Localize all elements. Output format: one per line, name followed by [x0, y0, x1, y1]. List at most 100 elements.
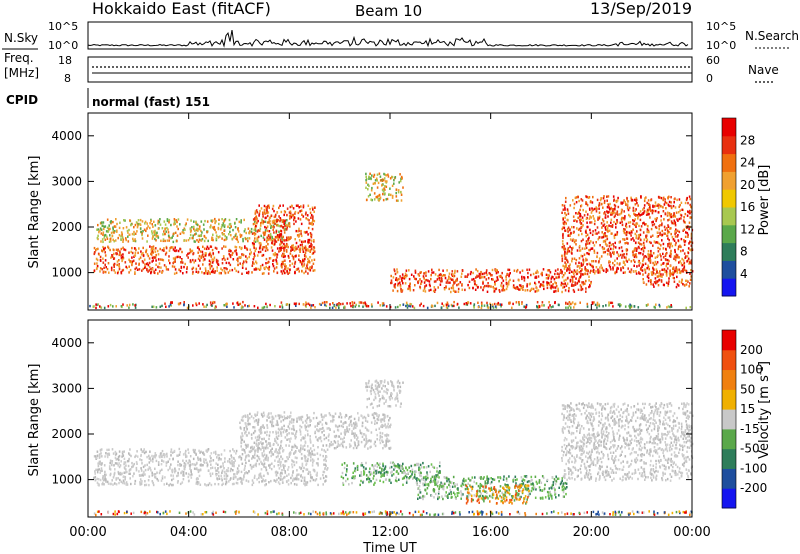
power-scatter-cell	[564, 250, 566, 253]
power-scatter-cell	[175, 249, 178, 252]
power-scatter-cell	[105, 266, 107, 269]
power-scatter-cell	[351, 301, 354, 304]
power-scatter-cell	[609, 251, 611, 255]
velocity-scatter-cell	[171, 470, 174, 474]
power-scatter-cell	[490, 285, 492, 288]
velocity-scatter-cell	[225, 477, 228, 481]
power-scatter-cell	[274, 213, 277, 217]
power-scatter-cell	[173, 249, 176, 252]
power-scatter-cell	[240, 306, 243, 310]
power-scatter-cell	[661, 229, 664, 233]
velocity-scatter-cell	[200, 513, 203, 516]
power-scatter-cell	[185, 271, 188, 274]
velocity-scatter-cell	[98, 510, 100, 513]
power-scatter-cell	[185, 222, 187, 225]
power-scatter-cell	[104, 270, 107, 274]
velocity-scatter-cell	[183, 474, 185, 477]
power-scatter-cell	[156, 249, 159, 253]
power-scatter-cell	[297, 211, 300, 215]
power-scatter-cell	[568, 233, 570, 237]
velocity-scatter-cell	[245, 454, 247, 458]
velocity-scatter-cell	[192, 448, 195, 452]
velocity-scatter-cell	[254, 451, 256, 454]
velocity-scatter-cell	[343, 512, 345, 516]
power-scatter-cell	[169, 261, 171, 265]
power-scatter-cell	[598, 207, 600, 210]
velocity-scatter-cell	[252, 447, 254, 451]
power-scatter-cell	[321, 301, 324, 305]
power-scatter-cell	[352, 305, 354, 309]
velocity-scatter-cell	[471, 510, 474, 514]
power-scatter-cell	[186, 254, 188, 257]
power-scatter-cell	[645, 213, 648, 216]
power-scatter-cell	[359, 301, 362, 304]
power-scatter-cell	[686, 260, 688, 263]
power-scatter-cell	[464, 275, 467, 278]
power-scatter-cell	[129, 260, 131, 263]
power-scatter-cell	[668, 277, 670, 280]
velocity-scatter-cell	[612, 513, 614, 516]
power-scatter-cell	[469, 272, 472, 276]
velocity-scatter-cell	[128, 472, 130, 475]
power-scatter-cell	[307, 226, 310, 230]
velocity-scatter-cell	[157, 479, 160, 482]
power-scatter-cell	[676, 268, 679, 271]
power-scatter-cell	[164, 302, 166, 305]
velocity-scatter-cell	[124, 475, 127, 479]
power-scatter-cell	[503, 288, 506, 292]
velocity-scatter-cell	[268, 481, 270, 484]
power-scatter-cell	[636, 214, 639, 217]
power-scatter-cell	[577, 228, 580, 231]
velocity-scatter-cell	[106, 448, 108, 452]
power-scatter-cell	[592, 195, 594, 199]
velocity-scatter-cell	[307, 449, 309, 452]
power-scatter-cell	[689, 197, 692, 201]
power-scatter-cell	[272, 228, 274, 231]
power-scatter-cell	[274, 251, 276, 255]
power-scatter-cell	[243, 218, 245, 222]
velocity-scatter-cell	[97, 478, 100, 481]
power-scatter-cell	[655, 280, 657, 283]
power-scatter-cell	[177, 227, 179, 231]
velocity-scatter-cell	[229, 478, 231, 481]
power-scatter-cell	[302, 303, 305, 306]
power-scatter-cell	[198, 238, 201, 241]
power-scatter-cell	[635, 234, 638, 237]
power-scatter-cell	[598, 236, 601, 239]
power-scatter-cell	[108, 228, 110, 231]
power-scatter-cell	[491, 274, 493, 277]
power-scatter-cell	[666, 229, 669, 232]
power-scatter-cell	[587, 252, 590, 255]
power-scatter-cell	[660, 205, 663, 208]
velocity-scatter-cell	[247, 453, 250, 457]
power-scatter-cell	[582, 263, 584, 266]
power-scatter-cell	[657, 211, 660, 214]
power-scatter-cell	[298, 248, 301, 251]
velocity-scatter-cell	[140, 448, 142, 451]
power-scatter-cell	[383, 177, 386, 180]
velocity-scatter-cell	[324, 450, 327, 453]
velocity-scatter-cell	[94, 475, 97, 479]
velocity-scatter-cell	[232, 476, 235, 479]
power-scatter-cell	[245, 231, 247, 235]
power-scatter-cell	[382, 183, 384, 186]
power-scatter-cell	[578, 246, 581, 249]
velocity-scatter-cell	[291, 448, 293, 451]
power-scatter-cell	[157, 258, 160, 261]
power-scatter-cell	[312, 269, 315, 272]
power-scatter-cell	[212, 300, 215, 304]
power-scatter-cell	[251, 242, 254, 245]
velocity-scatter-cell	[128, 457, 130, 461]
power-scatter-cell	[131, 263, 133, 267]
power-scatter-cell	[307, 257, 309, 261]
power-scatter-cell	[120, 235, 122, 238]
power-scatter-cell	[501, 289, 503, 292]
velocity-scatter-cell	[316, 452, 319, 455]
velocity-scatter-cell	[233, 450, 235, 453]
velocity-scatter-cell	[614, 513, 617, 516]
power-scatter-cell	[687, 201, 689, 205]
power-scatter-cell	[682, 259, 685, 262]
velocity-scatter-cell	[238, 510, 240, 514]
velocity-scatter-cell	[114, 468, 116, 471]
power-scatter-cell	[103, 225, 106, 228]
